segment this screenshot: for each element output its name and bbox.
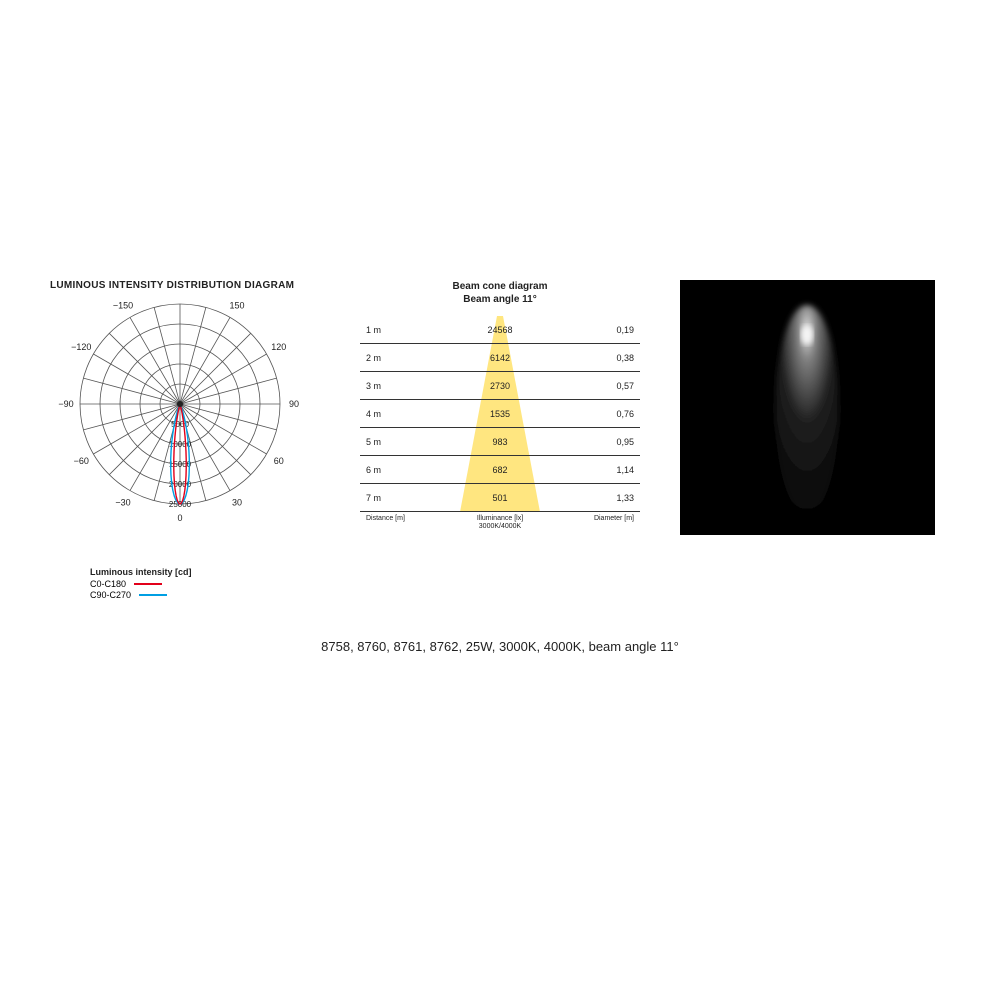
- polar-title: LUMINOUS INTENSITY DISTRIBUTION DIAGRAM: [50, 280, 320, 291]
- legend-item-c90: C90-C270: [90, 590, 320, 600]
- cone-title-line2: Beam angle 11°: [463, 294, 536, 305]
- svg-text:60: 60: [274, 456, 284, 466]
- cone-row: 4 m15350,76: [360, 400, 640, 428]
- svg-text:−60: −60: [74, 456, 89, 466]
- legend-label-c0: C0-C180: [90, 579, 126, 589]
- cone-column-labels: Distance [m] Illuminance [lx] 3000K/4000…: [360, 512, 640, 532]
- svg-text:−30: −30: [115, 498, 130, 508]
- cone-rows: 1 m245680,192 m61420,383 m27300,574 m153…: [360, 316, 640, 512]
- cone-row: 7 m5011,33: [360, 484, 640, 512]
- cone-row: 2 m61420,38: [360, 344, 640, 372]
- cone-block: Beam cone diagram Beam angle 11° 1 m2456…: [360, 280, 640, 532]
- svg-text:15000: 15000: [169, 460, 192, 469]
- cone-col-diameter: Diameter [m]: [554, 515, 634, 532]
- svg-text:90: 90: [289, 399, 299, 409]
- diagram-row: LUMINOUS INTENSITY DISTRIBUTION DIAGRAM …: [50, 280, 950, 601]
- svg-text:30: 30: [232, 498, 242, 508]
- legend-swatch-c90: [139, 594, 167, 596]
- cone-col-illuminance: Illuminance [lx] 3000K/4000K: [446, 515, 553, 532]
- cone-row: 1 m245680,19: [360, 316, 640, 344]
- caption: 8758, 8760, 8761, 8762, 25W, 3000K, 4000…: [50, 639, 950, 654]
- cone-col-distance: Distance [m]: [366, 515, 446, 532]
- polar-center-dot: [177, 401, 183, 407]
- cone-title: Beam cone diagram Beam angle 11°: [360, 280, 640, 306]
- cone-row: 6 m6821,14: [360, 456, 640, 484]
- svg-text:0: 0: [177, 513, 182, 523]
- polar-chart: −/+180−150150−120120−9090−6060−30300 500…: [50, 299, 310, 559]
- cone-title-line1: Beam cone diagram: [452, 281, 547, 292]
- svg-text:150: 150: [229, 300, 244, 310]
- cone-row: 3 m27300,57: [360, 372, 640, 400]
- legend-label-c90: C90-C270: [90, 590, 131, 600]
- polar-block: LUMINOUS INTENSITY DISTRIBUTION DIAGRAM …: [50, 280, 320, 601]
- legend-swatch-c0: [134, 583, 162, 585]
- polar-legend: Luminous intensity [cd] C0-C180 C90-C270: [90, 567, 320, 600]
- cone-table: 1 m245680,192 m61420,383 m27300,574 m153…: [360, 316, 640, 512]
- legend-title: Luminous intensity [cd]: [90, 567, 320, 577]
- cone-row: 5 m9830,95: [360, 428, 640, 456]
- svg-text:−120: −120: [71, 342, 91, 352]
- beam-photo: [680, 280, 935, 535]
- svg-text:−90: −90: [58, 399, 73, 409]
- content-area: LUMINOUS INTENSITY DISTRIBUTION DIAGRAM …: [50, 280, 950, 654]
- svg-text:−150: −150: [113, 300, 133, 310]
- legend-item-c0: C0-C180: [90, 579, 320, 589]
- svg-text:120: 120: [271, 342, 286, 352]
